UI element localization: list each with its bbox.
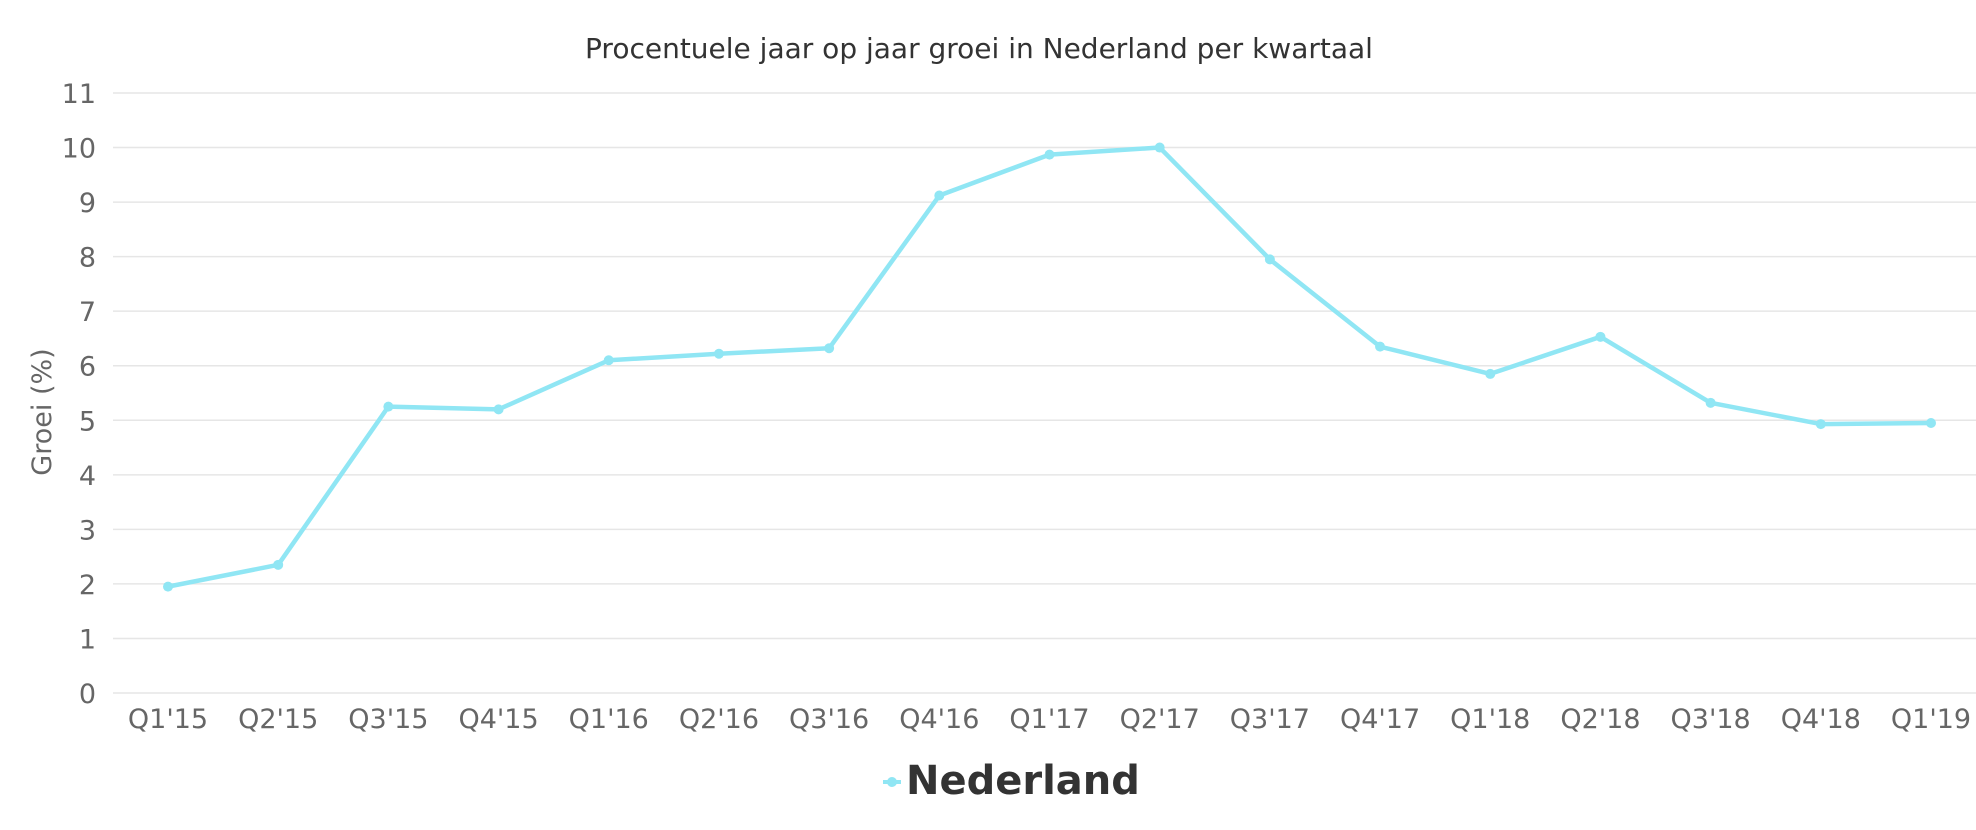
- gridlines: [113, 92, 1976, 694]
- data-point[interactable]: [1154, 142, 1165, 153]
- y-axis-label: Groei (%): [27, 348, 58, 475]
- y-tick-label: 0: [79, 679, 96, 710]
- x-tick-label: Q2'15: [238, 704, 318, 735]
- x-tick-label: Q1'17: [1009, 704, 1089, 735]
- series-layer: [163, 142, 1936, 592]
- x-tick-label: Q3'18: [1671, 704, 1751, 735]
- legend-marker-swatch: [887, 777, 897, 787]
- legend[interactable]: Nederland: [883, 758, 1140, 804]
- x-tick-label: Q4'15: [458, 704, 538, 735]
- y-axis-ticks: 0 1 2 3 4 5 6 7 8 9 10 11: [62, 79, 96, 710]
- x-tick-label: Q1'16: [569, 704, 649, 735]
- y-tick-label: 6: [79, 352, 96, 383]
- y-tick-label: 4: [79, 461, 96, 492]
- data-point[interactable]: [1375, 341, 1386, 352]
- x-tick-label: Q2'16: [679, 704, 759, 735]
- data-point[interactable]: [163, 581, 173, 592]
- x-axis-ticks: Q1'15 Q2'15 Q3'15 Q4'15 Q1'16 Q2'16 Q3'16 Q4'16…: [128, 704, 1971, 735]
- x-tick-label: Q1'19: [1891, 704, 1971, 735]
- data-point[interactable]: [1044, 149, 1055, 160]
- x-tick-label: Q4'17: [1340, 704, 1420, 735]
- y-tick-label: 9: [79, 188, 96, 219]
- data-point[interactable]: [1815, 419, 1826, 430]
- data-point[interactable]: [824, 343, 835, 354]
- legend-label-nederland: Nederland: [906, 758, 1140, 804]
- data-point[interactable]: [603, 355, 614, 366]
- series-line-nederland: [165, 145, 1934, 589]
- data-point[interactable]: [273, 559, 284, 570]
- x-tick-label: Q4'18: [1781, 704, 1861, 735]
- x-tick-label: Q4'16: [899, 704, 979, 735]
- data-point[interactable]: [1485, 368, 1496, 379]
- data-point[interactable]: [1595, 331, 1606, 342]
- data-point[interactable]: [1264, 254, 1275, 265]
- y-tick-label: 8: [79, 243, 96, 274]
- x-tick-label: Q3'15: [348, 704, 428, 735]
- x-tick-label: Q3'16: [789, 704, 869, 735]
- data-point[interactable]: [493, 404, 504, 415]
- y-tick-label: 5: [79, 406, 96, 437]
- data-point[interactable]: [713, 348, 724, 359]
- y-tick-label: 2: [79, 570, 96, 601]
- chart-title: Procentuele jaar op jaar groei in Nederl…: [585, 32, 1373, 65]
- data-point[interactable]: [934, 190, 945, 201]
- x-tick-label: Q1'15: [128, 704, 208, 735]
- data-point[interactable]: [1926, 418, 1936, 428]
- data-point[interactable]: [383, 401, 394, 412]
- y-tick-label: 1: [79, 624, 96, 655]
- x-tick-label: Q3'17: [1230, 704, 1310, 735]
- x-tick-label: Q2'17: [1120, 704, 1200, 735]
- y-tick-label: 3: [79, 515, 96, 546]
- x-tick-label: Q1'18: [1450, 704, 1530, 735]
- y-tick-label: 10: [62, 134, 96, 165]
- data-point[interactable]: [1705, 397, 1716, 408]
- x-tick-label: Q2'18: [1560, 704, 1640, 735]
- y-tick-label: 11: [62, 79, 96, 110]
- y-tick-label: 7: [79, 297, 96, 328]
